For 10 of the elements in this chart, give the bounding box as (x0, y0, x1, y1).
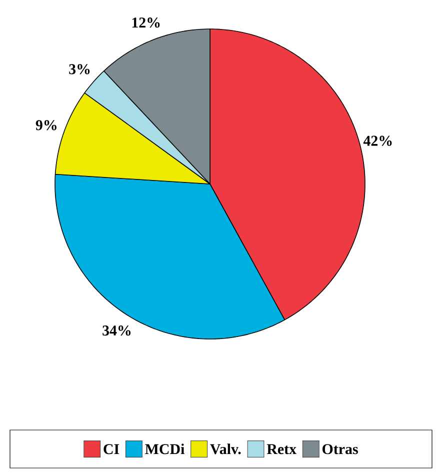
legend-label: CI (104, 444, 120, 454)
legend-label: Valv. (210, 444, 241, 454)
data-label: 3% (69, 64, 90, 74)
data-label: 34% (102, 326, 131, 336)
data-label: 9% (36, 120, 56, 130)
legend-label: MCDi (145, 444, 184, 454)
legend-label: Otras (322, 444, 358, 454)
legend-label: Retx (266, 444, 296, 454)
data-label: 42% (363, 136, 392, 146)
data-label: 12% (132, 18, 160, 28)
